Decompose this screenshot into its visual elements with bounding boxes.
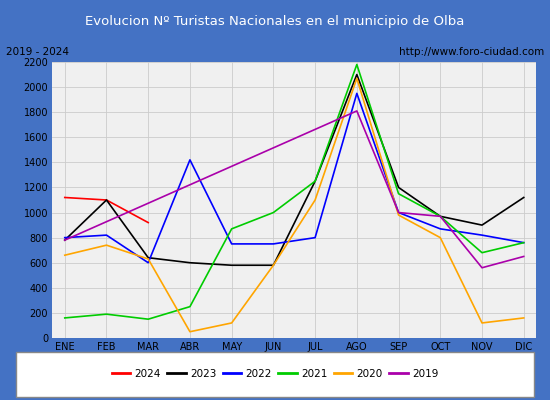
FancyBboxPatch shape <box>16 352 534 398</box>
Text: http://www.foro-ciudad.com: http://www.foro-ciudad.com <box>399 47 544 57</box>
Legend: 2024, 2023, 2022, 2021, 2020, 2019: 2024, 2023, 2022, 2021, 2020, 2019 <box>107 365 443 383</box>
Text: Evolucion Nº Turistas Nacionales en el municipio de Olba: Evolucion Nº Turistas Nacionales en el m… <box>85 14 465 28</box>
Text: 2019 - 2024: 2019 - 2024 <box>6 47 69 57</box>
